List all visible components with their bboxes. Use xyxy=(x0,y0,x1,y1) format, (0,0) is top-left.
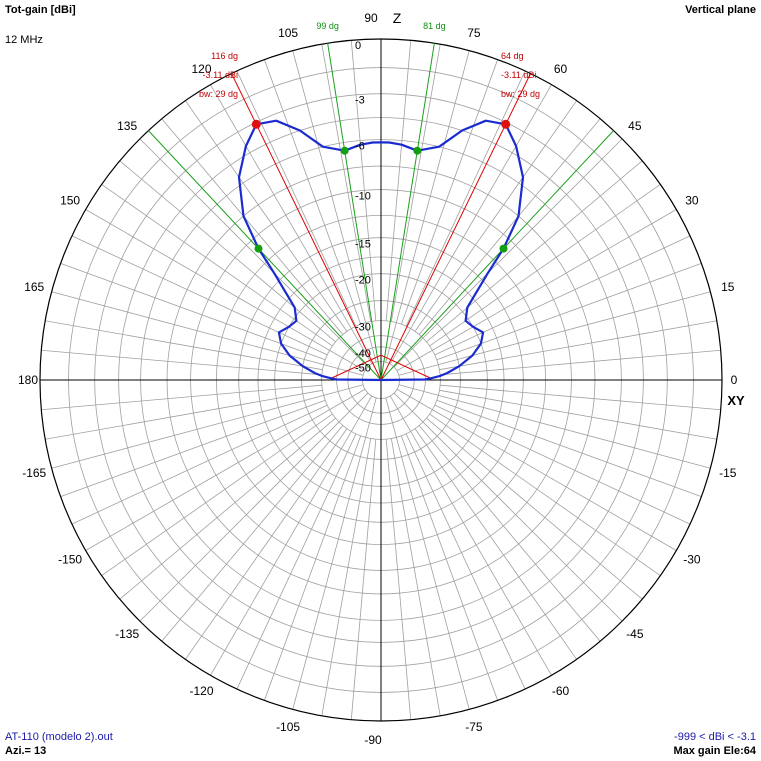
angle-tick-label: -15 xyxy=(719,466,737,480)
half-power-annotation: 81 dg xyxy=(423,21,446,31)
ring-db-label: 0 xyxy=(355,40,361,52)
angle-tick-label-top: 90 xyxy=(364,11,378,25)
grid-spoke xyxy=(51,291,364,376)
ring-db-label: -40 xyxy=(355,348,371,360)
main-lobe-annotation: 64 dg xyxy=(501,51,524,61)
grid-spoke xyxy=(393,392,623,622)
ring-db-label: -6 xyxy=(355,141,365,153)
angle-tick-label-bottom: -90 xyxy=(364,733,382,747)
chart-title: Tot-gain [dBi] xyxy=(5,4,76,16)
half-power-dot xyxy=(340,146,349,155)
grid-spoke xyxy=(396,388,677,551)
ring-db-label: -3 xyxy=(355,95,365,107)
ring-db-label: -10 xyxy=(355,191,371,203)
z-axis-label: Z xyxy=(393,10,402,26)
angle-tick-label: 15 xyxy=(721,280,735,294)
labels-layer: 01530456075105120135150165180-15-30-45-6… xyxy=(18,10,745,747)
angle-tick-label: 0 xyxy=(731,373,738,387)
grid-spoke xyxy=(85,209,366,372)
pattern-layer xyxy=(237,119,525,382)
grid-spoke xyxy=(385,50,470,363)
angle-tick-label: 45 xyxy=(628,119,642,133)
grid-spoke xyxy=(389,84,552,365)
half-power-line xyxy=(148,130,382,381)
angle-tick-label: 135 xyxy=(117,119,137,133)
ring-db-label: -50 xyxy=(355,362,371,374)
angle-tick-label: 165 xyxy=(24,280,44,294)
gain-range-label: -999 < dBi < -3.1 xyxy=(674,731,756,743)
ring-db-label: -15 xyxy=(355,239,371,251)
grid-spoke xyxy=(396,209,677,372)
half-power-annotation: 99 dg xyxy=(316,21,339,31)
half-power-line xyxy=(380,130,614,381)
grid-spoke xyxy=(292,397,377,710)
angle-tick-label: -150 xyxy=(58,553,82,567)
grid-spoke xyxy=(71,235,328,356)
pattern-line xyxy=(237,119,525,382)
grid-spoke xyxy=(434,404,691,525)
azimuth-label: Azi.= 13 xyxy=(5,745,47,757)
grid-spoke xyxy=(236,433,357,690)
grid-spoke xyxy=(71,404,328,525)
grid-spoke xyxy=(385,397,470,710)
grid-spoke xyxy=(393,138,623,368)
angle-tick-label: 75 xyxy=(467,26,481,40)
main-lobe-annotation: -3.11 dBi xyxy=(203,70,238,80)
main-lobe-annotation: bw: 29 dg xyxy=(501,89,540,99)
angle-tick-label: 120 xyxy=(191,62,211,76)
half-power-line xyxy=(327,43,382,381)
grid-spoke xyxy=(51,384,364,469)
angle-tick-label: 105 xyxy=(278,26,298,40)
grid-spoke xyxy=(292,50,377,363)
angle-tick-label: -60 xyxy=(552,684,570,698)
angle-tick-label: -135 xyxy=(115,627,139,641)
grid-spoke xyxy=(389,395,552,676)
plane-label: Vertical plane xyxy=(685,4,756,16)
angle-tick-label: 150 xyxy=(60,194,80,208)
grid-spoke xyxy=(85,388,366,551)
angle-tick-label: -105 xyxy=(276,720,300,734)
grid-spoke xyxy=(210,84,373,365)
grid-spoke xyxy=(139,138,369,368)
xy-axis-label: XY xyxy=(727,393,745,408)
frequency-label: 12 MHz xyxy=(5,34,43,46)
half-power-dot xyxy=(254,244,263,253)
half-power-line xyxy=(380,43,435,381)
half-power-dot xyxy=(413,146,422,155)
grid-spoke xyxy=(398,291,711,376)
angle-tick-label: 60 xyxy=(554,62,568,76)
angle-tick-label: -30 xyxy=(683,553,701,567)
grid-spoke xyxy=(210,395,373,676)
grid-spoke xyxy=(405,433,526,690)
ring-db-label: -20 xyxy=(355,275,371,287)
angle-tick-label: -120 xyxy=(189,684,213,698)
angle-tick-label: 30 xyxy=(685,194,699,208)
angle-tick-label: 180 xyxy=(18,373,38,387)
file-name-label: AT-110 (modelo 2).out xyxy=(5,731,113,743)
grid-spoke xyxy=(139,392,369,622)
angle-tick-label: -75 xyxy=(465,720,483,734)
half-power-dot xyxy=(499,244,508,253)
max-gain-label: Max gain Ele:64 xyxy=(673,745,756,757)
angle-tick-label: -45 xyxy=(626,627,644,641)
grid-spoke xyxy=(398,384,711,469)
main-lobe-dot xyxy=(251,119,261,129)
main-lobe-origin-marker xyxy=(330,354,432,379)
main-lobe-annotation: -3.11 dBi xyxy=(501,70,536,80)
main-lobe-annotation: bw: 29 dg xyxy=(199,89,238,99)
angle-tick-label: -165 xyxy=(22,466,46,480)
grid-spoke xyxy=(434,235,691,356)
main-lobe-annotation: 116 dg xyxy=(211,51,238,61)
ring-db-label: -30 xyxy=(355,322,371,334)
main-lobe-dot xyxy=(501,119,511,129)
